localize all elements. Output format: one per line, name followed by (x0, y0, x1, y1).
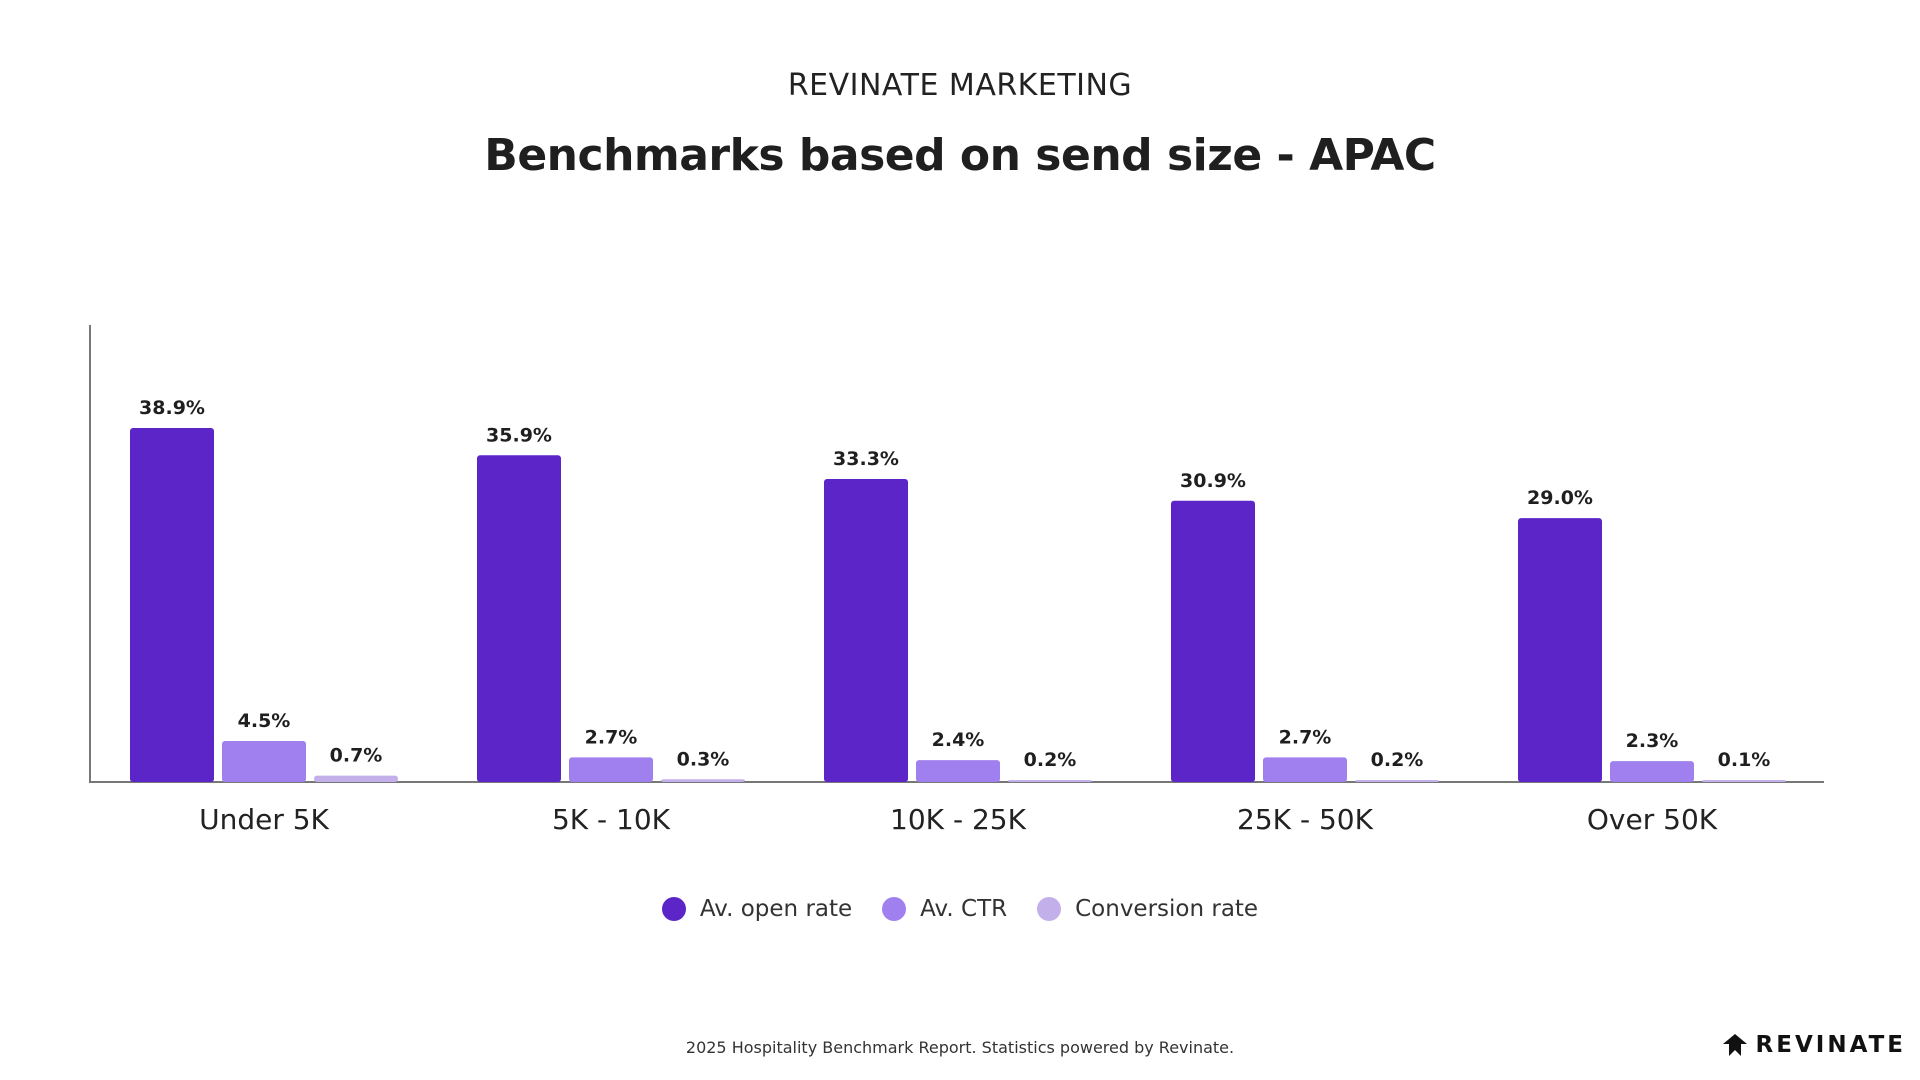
value-label-1-2: 2.4% (932, 729, 985, 751)
footer-note: 2025 Hospitality Benchmark Report. Stati… (685, 1038, 1235, 1057)
value-label-2-2: 0.2% (1024, 749, 1077, 771)
legend-item-open-rate: Av. open rate (661, 896, 853, 922)
report-eyebrow: REVINATE MARKETING (787, 68, 1133, 103)
category-label-4: Over 50K (1587, 803, 1718, 836)
legend-swatch-open-rate (661, 897, 686, 921)
bar-0-2 (824, 478, 908, 782)
legend-label-open-rate: Av. open rate (699, 896, 853, 922)
value-label-0-2: 33.3% (833, 448, 899, 470)
value-label-2-1: 0.3% (677, 748, 730, 770)
value-label-2-3: 0.2% (1371, 749, 1424, 771)
bar-2-0 (314, 775, 398, 782)
bar-1-1 (569, 757, 653, 782)
brand-logo: REVINATE (1722, 1032, 1906, 1058)
value-label-2-0: 0.7% (330, 745, 383, 767)
legend-label-ctr: Av. CTR (920, 896, 1008, 922)
brand-name: REVINATE (1755, 1032, 1906, 1058)
bar-2-1 (661, 779, 745, 782)
bar-1-4 (1610, 761, 1694, 782)
value-label-1-3: 2.7% (1279, 726, 1332, 748)
value-labels-group: 38.9% 4.5% 0.7% 35.9% 2.7% 0.3% 33.3% 2.4% 0.2% 3… (139, 397, 1770, 771)
bars-group (130, 428, 1786, 782)
bar-0-0 (130, 428, 214, 782)
value-label-0-3: 30.9% (1180, 470, 1246, 492)
bar-0-1 (477, 455, 561, 782)
value-label-1-0: 4.5% (238, 710, 291, 732)
legend-label-conversion-rate: Conversion rate (1075, 896, 1259, 922)
bar-0-4 (1518, 518, 1602, 782)
category-label-3: 25K - 50K (1237, 803, 1374, 836)
category-label-0: Under 5K (199, 803, 329, 836)
category-label-1: 5K - 10K (552, 803, 671, 836)
bar-2-2 (1008, 780, 1092, 782)
value-label-2-4: 0.1% (1718, 749, 1771, 771)
bar-2-3 (1355, 780, 1439, 782)
bar-0-3 (1171, 500, 1255, 782)
bar-2-4 (1702, 780, 1786, 782)
value-label-0-4: 29.0% (1527, 487, 1593, 509)
legend-item-ctr: Av. CTR (882, 896, 1007, 922)
value-label-1-1: 2.7% (585, 726, 638, 748)
chart-legend: Av. open rate Av. CTR Conversion rate (0, 896, 1920, 922)
category-labels-group: Under 5K 5K - 10K 10K - 25K 25K - 50K Over 5… (199, 803, 1718, 836)
legend-swatch-conversion-rate (1037, 897, 1062, 921)
bar-1-3 (1263, 757, 1347, 782)
value-label-1-4: 2.3% (1626, 730, 1679, 752)
legend-swatch-ctr (882, 897, 907, 921)
category-label-2: 10K - 25K (890, 803, 1027, 836)
value-label-0-1: 35.9% (486, 424, 552, 446)
revinate-logo-icon (1722, 1034, 1747, 1056)
value-label-0-0: 38.9% (139, 397, 205, 419)
bar-1-2 (916, 760, 1000, 782)
chart-title: Benchmarks based on send size - APAC (484, 130, 1436, 181)
legend-item-conversion-rate: Conversion rate (1037, 896, 1258, 922)
bar-1-0 (222, 741, 306, 782)
